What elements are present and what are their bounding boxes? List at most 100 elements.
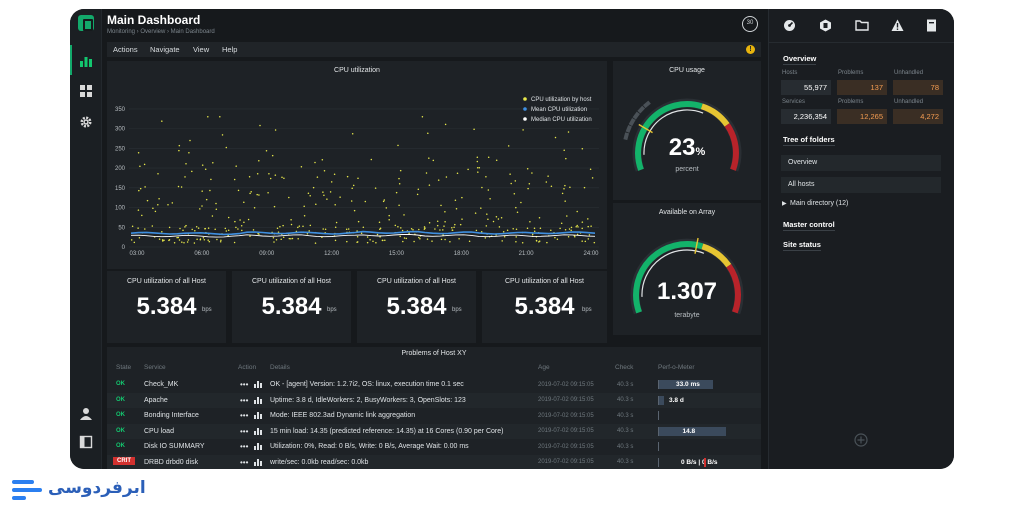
caret-right-icon[interactable]: ▶ — [782, 201, 787, 207]
menu-help[interactable]: Help — [222, 45, 238, 54]
col-service[interactable]: Service — [144, 364, 166, 371]
more-actions-icon[interactable]: ••• — [240, 442, 249, 451]
scatter-point — [431, 240, 433, 242]
scatter-point — [356, 235, 359, 238]
scatter-point — [484, 237, 487, 239]
service-unhandled-count[interactable]: 4,272 — [893, 109, 943, 124]
check-text: 40.3 s — [617, 428, 634, 434]
graph-icon[interactable] — [254, 381, 262, 388]
more-actions-icon[interactable]: ••• — [240, 457, 249, 467]
graph-icon[interactable] — [254, 458, 262, 466]
service-name[interactable]: Check_MK — [144, 381, 179, 388]
scatter-point — [224, 227, 227, 230]
table-row[interactable]: OK Apache ••• Uptime: 3.8 d, IdleWorkers: 2… — [107, 392, 761, 408]
table-row[interactable]: OK Check_MK ••• OK - [agent] Version: 1.2.7… — [107, 377, 761, 393]
details-text: 15 min load: 14.35 (predicted reference:… — [270, 427, 504, 435]
graph-icon[interactable] — [254, 443, 262, 450]
tree-item-all-hosts[interactable]: All hosts — [781, 177, 941, 193]
scatter-point — [587, 218, 589, 220]
col-age[interactable]: Age — [538, 364, 550, 371]
col-check[interactable]: Check — [615, 364, 634, 371]
alert-triangle-icon[interactable] — [891, 19, 904, 32]
host-problems-count[interactable]: 137 — [837, 80, 887, 95]
overview-heading[interactable]: Overview — [783, 54, 817, 65]
service-name[interactable]: Apache — [144, 396, 168, 404]
services-count[interactable]: 2,236,354 — [781, 109, 831, 124]
menu-navigate[interactable]: Navigate — [150, 45, 180, 54]
user-icon[interactable] — [79, 407, 93, 421]
service-name[interactable]: DRBD drbd0 disk — [144, 458, 199, 466]
gear-icon[interactable] — [79, 115, 93, 129]
perf-bar — [659, 395, 664, 405]
book-icon[interactable] — [926, 19, 937, 32]
scatter-point — [461, 218, 463, 220]
host-unhandled-count[interactable]: 78 — [893, 80, 943, 95]
more-actions-icon[interactable]: ••• — [240, 380, 249, 389]
scatter-point — [288, 196, 290, 199]
scatter-point — [334, 239, 337, 242]
scatter-point — [563, 149, 565, 152]
brand-logo: ابرفردوسی — [8, 474, 146, 508]
menu-view[interactable]: View — [193, 45, 210, 54]
brand-bar — [12, 496, 26, 500]
col-state[interactable]: State — [116, 364, 132, 371]
scatter-point — [316, 176, 319, 178]
scatter-point — [467, 168, 469, 171]
warning-icon[interactable]: ! — [746, 45, 755, 54]
master-control-heading[interactable]: Master control — [783, 220, 835, 231]
service-name[interactable]: Bonding Interface — [144, 412, 199, 419]
service-name[interactable]: Disk IO SUMMARY — [144, 443, 205, 450]
service-problems-count[interactable]: 12,265 — [837, 109, 887, 124]
age-text: 2019-07-02 09:15:05 — [538, 397, 594, 403]
bar-chart-icon[interactable] — [79, 54, 93, 68]
scatter-point — [512, 227, 514, 230]
table-row[interactable]: OK Disk IO SUMMARY ••• Utilization: 0%, Rea… — [107, 439, 761, 455]
tree-heading[interactable]: Tree of folders — [783, 135, 835, 146]
scatter-point — [444, 238, 446, 241]
table-row[interactable]: OK Bonding Interface ••• Mode: IEEE 802.3ad… — [107, 408, 761, 424]
tree-item-overview[interactable]: Overview — [781, 155, 941, 171]
graph-icon[interactable] — [254, 427, 262, 435]
site-status-heading[interactable]: Site status — [783, 240, 821, 251]
scatter-point — [204, 228, 206, 230]
scatter-point — [444, 123, 447, 126]
scatter-point — [211, 215, 214, 217]
gauge-number: 23 — [668, 134, 696, 161]
col-details[interactable]: Details — [270, 364, 290, 371]
col-action[interactable]: Action — [238, 364, 257, 371]
app-logo[interactable] — [78, 15, 94, 31]
hosts-count[interactable]: 55,977 — [781, 80, 831, 95]
more-actions-icon[interactable]: ••• — [240, 426, 249, 436]
dashboard-gauge-icon[interactable] — [783, 19, 796, 32]
check-text: 40.3 s — [617, 459, 634, 465]
more-actions-icon[interactable]: ••• — [240, 395, 249, 405]
breadcrumb[interactable]: Monitoring › Overview › Main Dashboard — [107, 29, 215, 35]
scatter-point — [168, 226, 171, 229]
scatter-point — [208, 240, 211, 243]
chart-title: CPU utilization — [334, 67, 380, 74]
scatter-point — [346, 240, 348, 243]
sidebar-toggle-icon[interactable] — [79, 435, 93, 449]
more-actions-icon[interactable]: ••• — [240, 411, 249, 420]
scatter-point — [405, 237, 408, 240]
menu-actions[interactable]: Actions — [113, 45, 138, 54]
scatter-point — [554, 136, 557, 139]
legend-swatch — [523, 107, 527, 111]
grid-icon[interactable] — [79, 84, 93, 98]
table-row[interactable]: OK CPU load ••• 15 min load: 14.35 (predict… — [107, 423, 761, 439]
tree-item-main-directory[interactable]: Main directory (12) — [790, 200, 849, 207]
scatter-point — [334, 204, 336, 206]
refresh-timer-icon[interactable]: 30 — [742, 16, 758, 32]
graph-icon[interactable] — [254, 412, 262, 419]
scatter-point — [593, 241, 596, 244]
hexagon-logo-icon[interactable] — [819, 19, 832, 32]
folder-icon[interactable] — [855, 19, 869, 32]
graph-icon[interactable] — [254, 396, 262, 404]
service-name[interactable]: CPU load — [144, 427, 174, 435]
legend-label: Mean CPU utilization — [531, 107, 587, 113]
add-snapin-icon[interactable] — [854, 433, 868, 447]
table-row[interactable]: CRIT DRBD drbd0 disk ••• write/sec: 0.0kb r… — [107, 454, 761, 469]
scatter-point — [445, 176, 448, 178]
col-perf[interactable]: Perf-o-Meter — [658, 364, 695, 371]
scatter-point — [210, 178, 212, 181]
